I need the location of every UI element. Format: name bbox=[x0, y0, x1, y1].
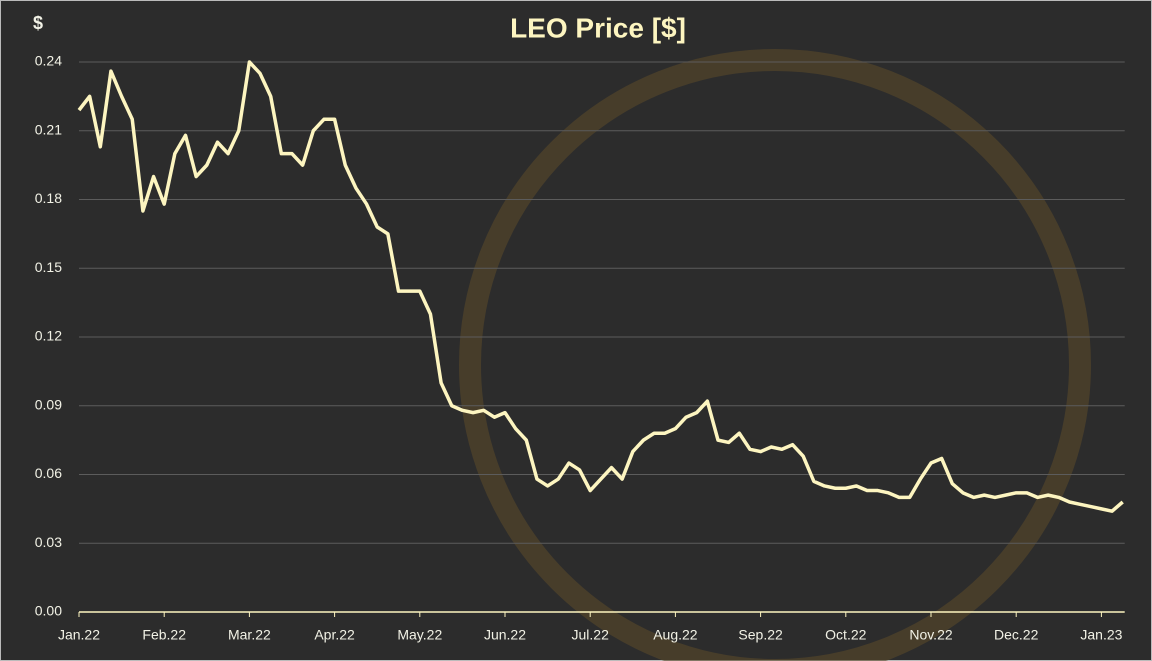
x-tick-label: Oct.22 bbox=[825, 627, 866, 643]
y-tick-label: 0.18 bbox=[35, 190, 62, 206]
x-tick-label: Jan.23 bbox=[1080, 627, 1122, 643]
y-tick-label: 0.12 bbox=[35, 328, 62, 344]
watermark bbox=[459, 49, 1091, 661]
y-tick-label: 0.03 bbox=[35, 534, 62, 550]
x-tick-label: May.22 bbox=[397, 627, 442, 643]
y-tick-label: 0.15 bbox=[35, 259, 62, 275]
x-tick-label: Nov.22 bbox=[909, 627, 953, 643]
x-tick-label: Mar.22 bbox=[228, 627, 271, 643]
y-tick-label: 0.00 bbox=[35, 603, 62, 619]
price-line bbox=[77, 60, 1124, 513]
y-tick-label: 0.09 bbox=[35, 396, 62, 412]
y-axis-label: $ bbox=[33, 13, 43, 33]
chart-title: LEO Price [$] bbox=[510, 12, 686, 43]
x-tick-label: Dec.22 bbox=[994, 627, 1039, 643]
y-tick-label: 0.21 bbox=[35, 121, 62, 137]
x-tick-label: Jun.22 bbox=[484, 627, 526, 643]
x-tick-label: Jan.22 bbox=[58, 627, 100, 643]
x-tick-label: Aug.22 bbox=[653, 627, 698, 643]
y-tick-label: 0.24 bbox=[35, 53, 62, 69]
x-tick-label: Feb.22 bbox=[142, 627, 186, 643]
x-tick-label: Sep.22 bbox=[738, 627, 783, 643]
y-tick-label: 0.06 bbox=[35, 465, 62, 481]
x-tick-label: Jul.22 bbox=[572, 627, 610, 643]
x-tick-label: Apr.22 bbox=[314, 627, 355, 643]
